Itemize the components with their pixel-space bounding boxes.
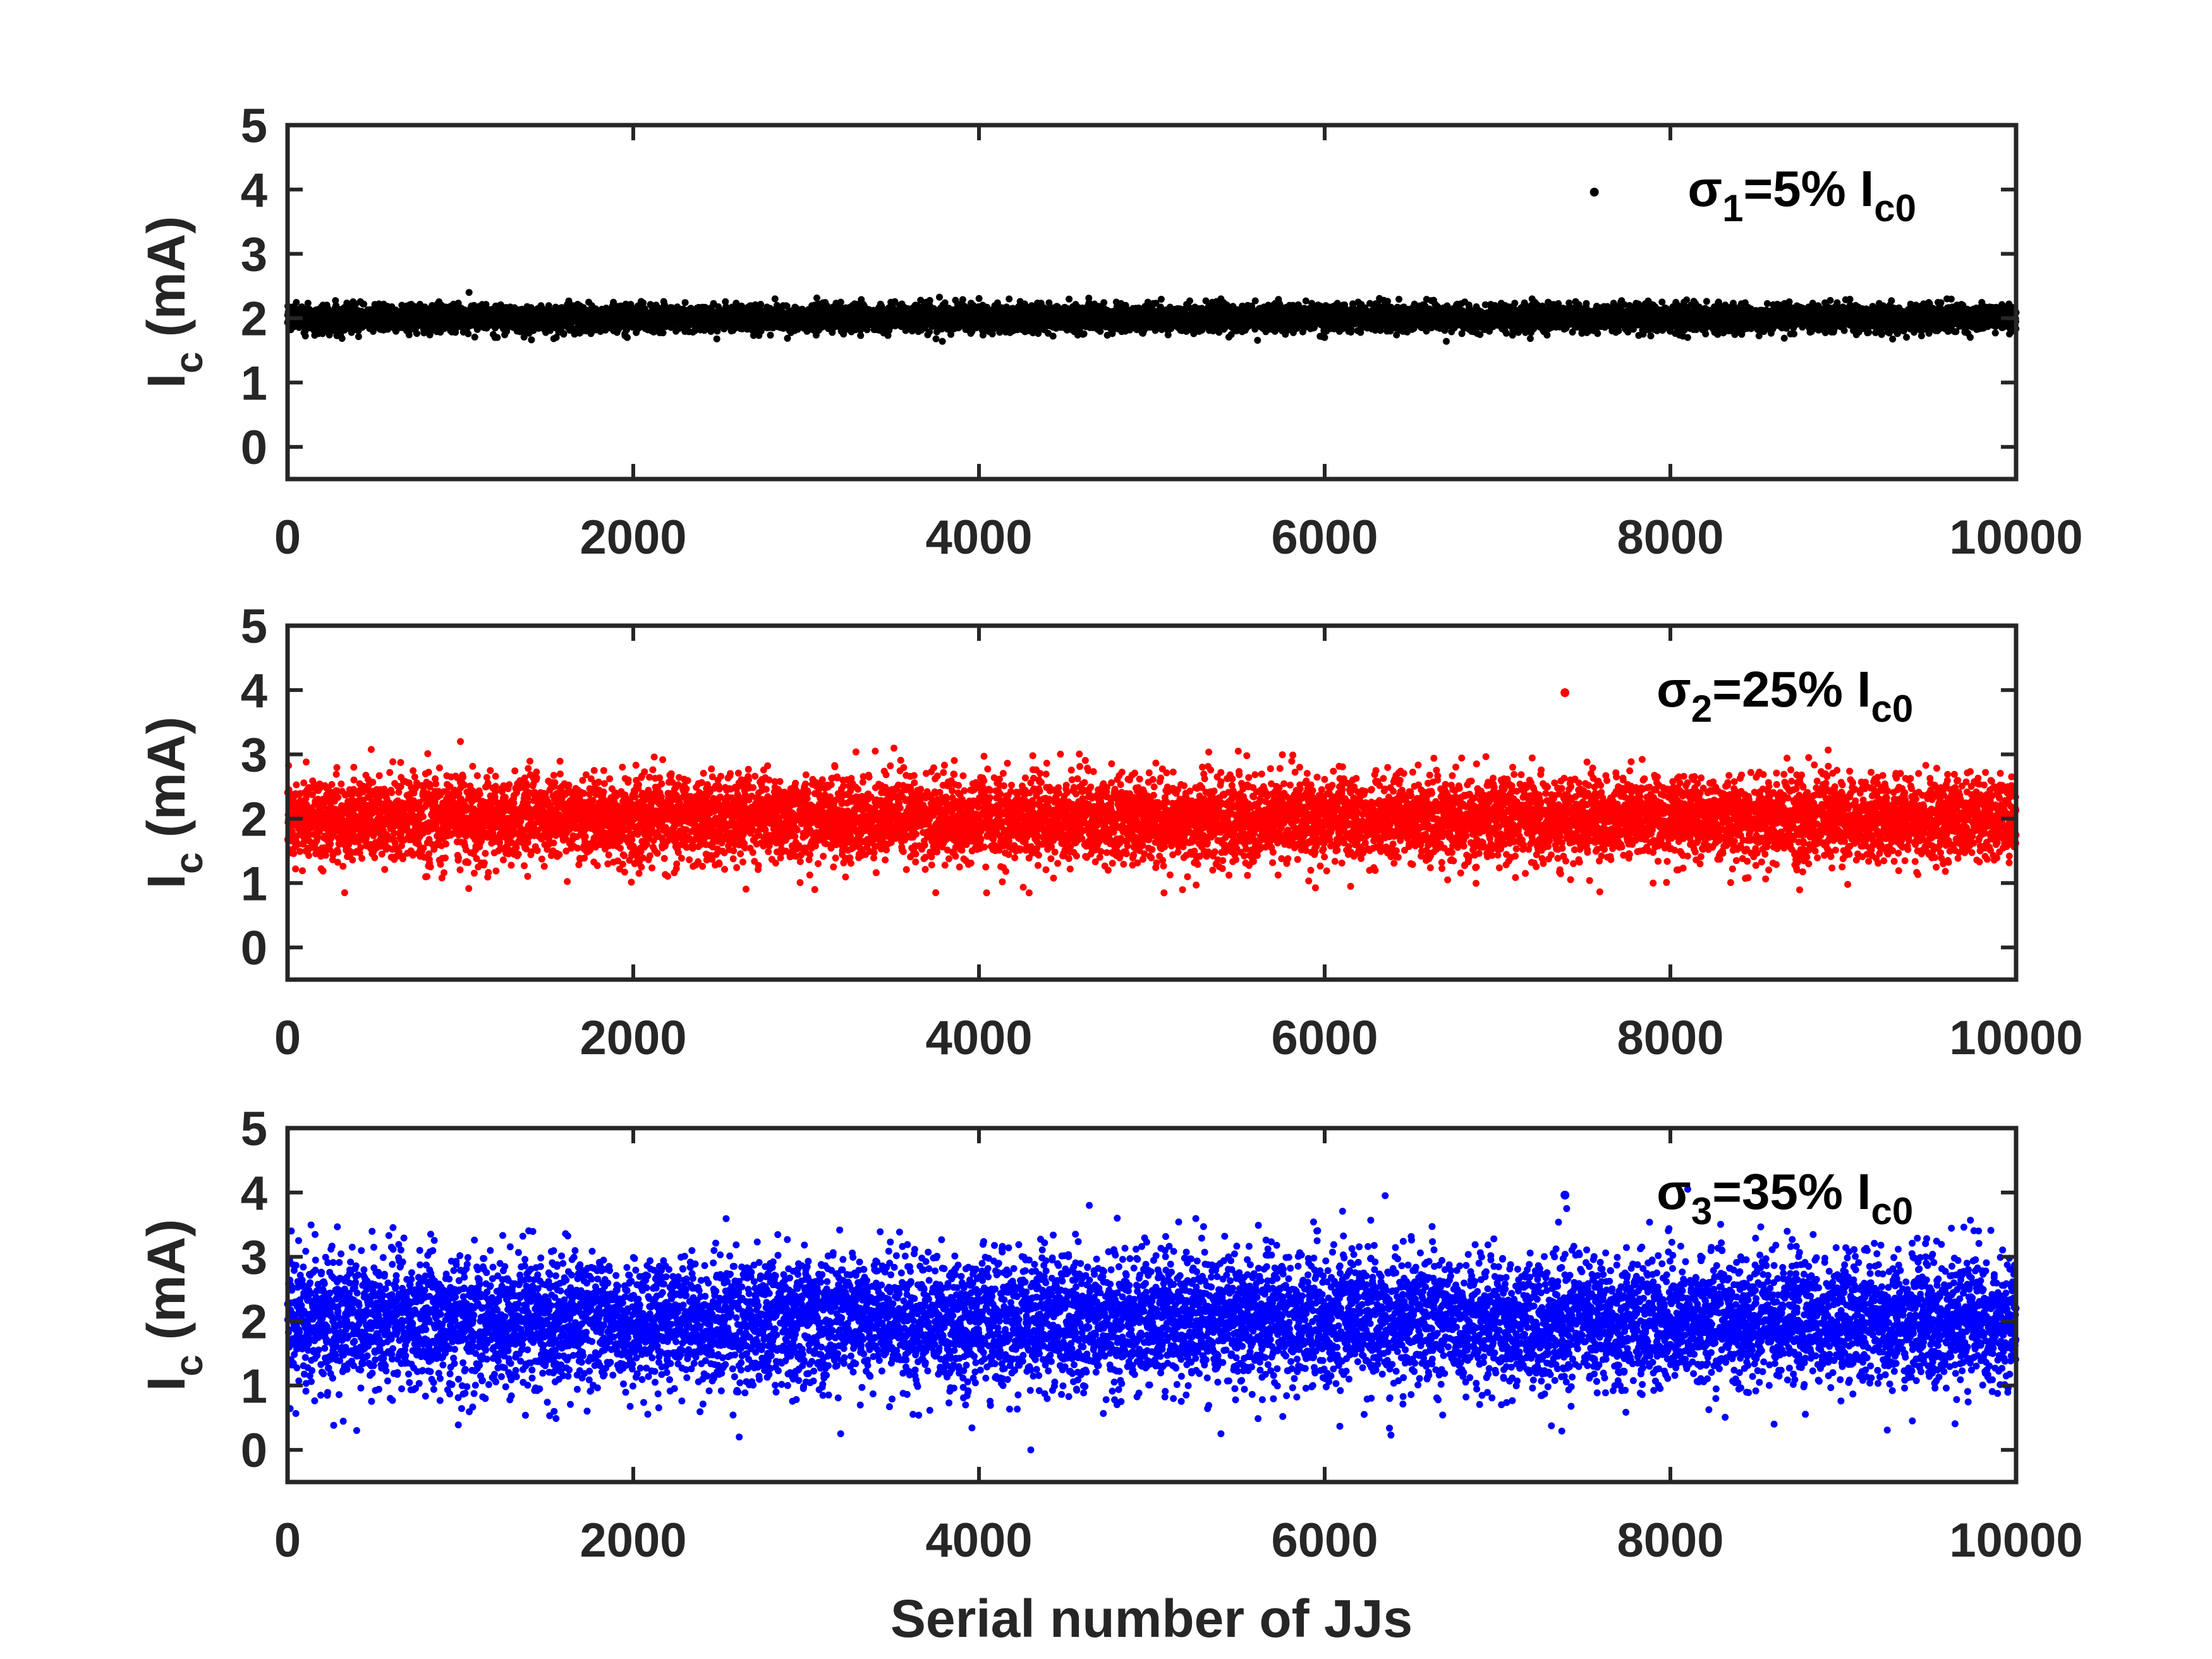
data-point: [659, 329, 667, 337]
data-point: [936, 293, 943, 301]
data-point: [293, 299, 300, 306]
data-point: [360, 300, 368, 308]
series-points: [284, 289, 2020, 345]
data-point: [1097, 327, 1104, 335]
data-point: [465, 330, 472, 337]
data-point: [471, 333, 478, 341]
data-point: [939, 337, 946, 345]
data-point: [624, 334, 631, 341]
data-point: [757, 301, 765, 308]
data-point: [681, 299, 689, 307]
data-point: [1049, 332, 1057, 340]
data-point: [301, 332, 309, 340]
data-point: [959, 296, 966, 303]
data-point: [1006, 295, 1013, 303]
data-point: [932, 335, 940, 343]
data-point: [837, 298, 844, 306]
data-point: [813, 295, 820, 301]
data-point: [857, 332, 865, 339]
data-point: [560, 330, 568, 337]
data-point: [528, 336, 535, 344]
data-point: [1066, 295, 1073, 303]
data-point: [413, 330, 421, 337]
data-point: [1080, 330, 1088, 337]
data-point: [338, 335, 346, 342]
data-point: [713, 335, 720, 343]
data-point: [767, 331, 774, 339]
data-point: [640, 299, 647, 307]
data-point: [355, 333, 362, 341]
data-point: [348, 329, 355, 336]
data-point: [1045, 299, 1053, 307]
data-point: [975, 295, 983, 302]
data-point: [304, 300, 312, 307]
